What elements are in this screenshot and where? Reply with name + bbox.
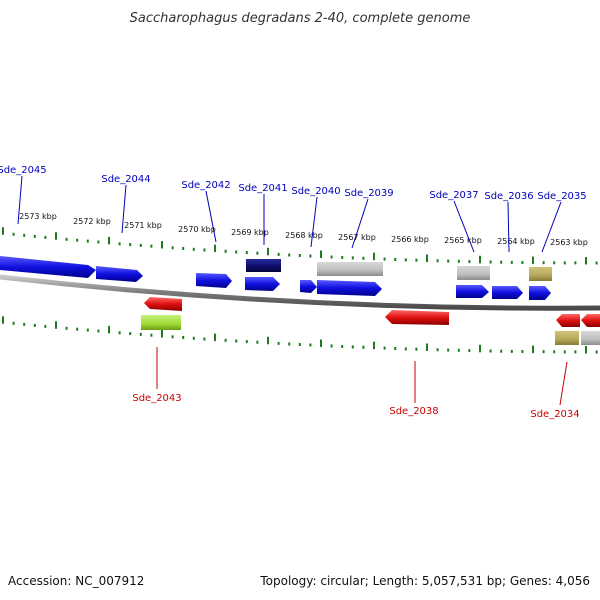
kbp-scale: 2573 kbp 2572 kbp 2571 kbp 2570 kbp 2569… [19, 212, 588, 247]
gene-arrow-reverse[interactable] [385, 310, 449, 325]
chromosome-backbone [0, 274, 600, 311]
forward-gene-labels: Sde_2045 Sde_2044 Sde_2042 Sde_2041 Sde_… [0, 165, 587, 202]
gene-arrow-forward[interactable] [245, 277, 280, 291]
gene-label-sde-2045[interactable]: Sde_2045 [0, 165, 47, 176]
feature-block-olive[interactable] [555, 331, 579, 345]
gene-arrow-forward[interactable] [96, 266, 143, 282]
kbp-label: 2566 kbp [391, 235, 429, 244]
reverse-genes [141, 297, 600, 345]
gene-arrow-forward[interactable] [456, 285, 489, 298]
gene-label-sde-2040[interactable]: Sde_2040 [291, 186, 340, 197]
gene-arrow-forward[interactable] [300, 280, 317, 293]
gene-label-sde-2042[interactable]: Sde_2042 [181, 180, 230, 191]
kbp-label: 2564 kbp [497, 237, 535, 246]
upper-tick-track [2, 227, 598, 265]
gene-label-sde-2035[interactable]: Sde_2035 [537, 191, 586, 202]
gene-label-sde-2034[interactable]: Sde_2034 [530, 409, 579, 420]
forward-genes [0, 256, 552, 300]
kbp-label: 2565 kbp [444, 236, 482, 245]
feature-block-gray[interactable] [457, 266, 490, 280]
kbp-label: 2567 kbp [338, 233, 376, 242]
feature-block-gray[interactable] [317, 262, 383, 276]
gene-label-sde-2037[interactable]: Sde_2037 [429, 190, 478, 201]
kbp-label: 2569 kbp [231, 228, 269, 237]
gene-arrow-reverse[interactable] [556, 314, 580, 327]
gene-label-sde-2036[interactable]: Sde_2036 [484, 191, 533, 202]
reverse-gene-labels: Sde_2043 Sde_2038 Sde_2034 [132, 393, 579, 420]
gene-label-sde-2044[interactable]: Sde_2044 [101, 174, 150, 185]
forward-leader-lines [17, 175, 562, 253]
lower-tick-track [2, 316, 598, 354]
reverse-leader-lines [156, 347, 568, 406]
gene-label-sde-2043[interactable]: Sde_2043 [132, 393, 181, 404]
accession-text: Accession: NC_007912 [8, 574, 144, 588]
feature-block-lime[interactable] [141, 315, 181, 330]
feature-block-highlight[interactable] [246, 259, 281, 272]
feature-block-gray[interactable] [581, 331, 600, 345]
gene-label-sde-2041[interactable]: Sde_2041 [238, 183, 287, 194]
gene-label-sde-2039[interactable]: Sde_2039 [344, 188, 393, 199]
kbp-label: 2570 kbp [178, 225, 216, 234]
gene-arrow-forward[interactable] [529, 286, 551, 300]
kbp-label: 2563 kbp [550, 238, 588, 247]
feature-block-olive[interactable] [529, 267, 552, 281]
kbp-label: 2572 kbp [73, 217, 111, 226]
gene-arrow-forward[interactable] [196, 273, 232, 288]
gene-arrow-reverse[interactable] [144, 297, 182, 311]
gene-arrow-forward[interactable] [317, 280, 382, 296]
gene-arrow-forward[interactable] [0, 256, 96, 278]
kbp-label: 2573 kbp [19, 212, 57, 221]
gene-arrow-forward[interactable] [492, 286, 523, 299]
kbp-label: 2571 kbp [124, 221, 162, 230]
gene-arrow-reverse[interactable] [581, 314, 600, 327]
genome-summary-text: Topology: circular; Length: 5,057,531 bp… [259, 574, 590, 588]
gene-label-sde-2038[interactable]: Sde_2038 [389, 406, 438, 417]
kbp-label: 2568 kbp [285, 231, 323, 240]
genome-title: Saccharophagus degradans 2-40, complete … [130, 11, 471, 26]
